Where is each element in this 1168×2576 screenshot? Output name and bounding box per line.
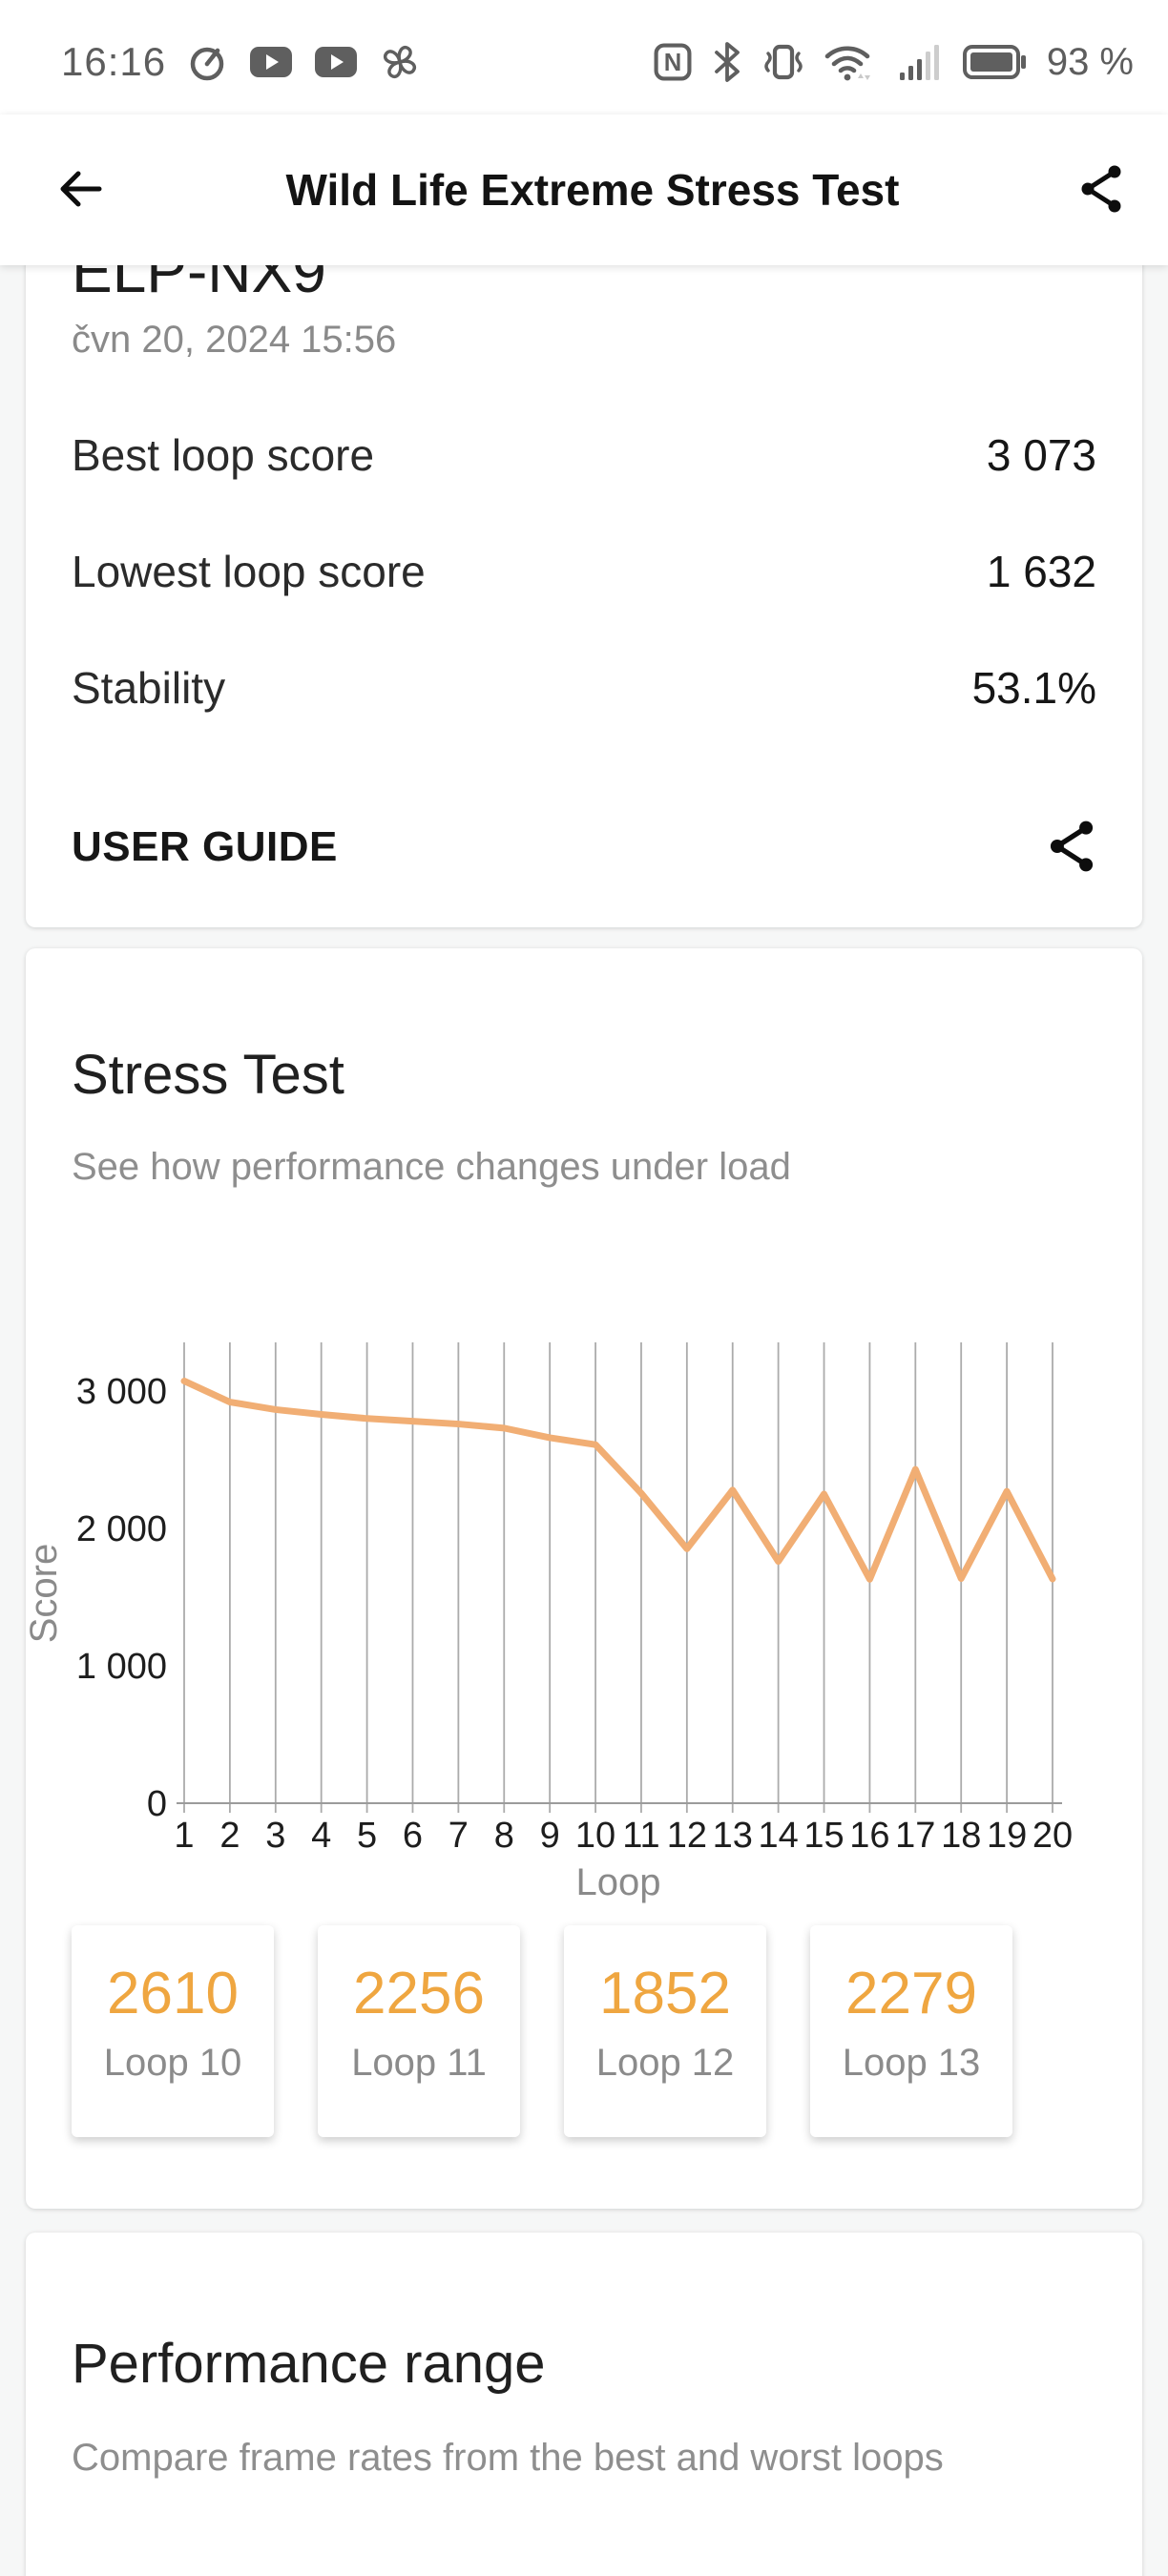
vibrate-icon (761, 39, 806, 85)
battery-percent: 93 % (1046, 40, 1134, 83)
score-row-value: 1 632 (986, 547, 1096, 596)
stress-test-subtitle: See how performance changes under load (72, 1146, 791, 1188)
svg-text:11: 11 (622, 1816, 659, 1856)
svg-text:17: 17 (895, 1816, 935, 1856)
stress-test-card: Stress Test See how performance changes … (23, 948, 1142, 2209)
device-name: ELP-NX9 (72, 265, 326, 305)
loop-stat-tile: 2610 Loop 10 (72, 1925, 274, 2137)
svg-text:8: 8 (494, 1816, 514, 1856)
svg-text:15: 15 (803, 1816, 844, 1856)
performance-range-subtitle: Compare frame rates from the best and wo… (72, 2437, 944, 2479)
page-title: Wild Life Extreme Stress Test (285, 165, 900, 215)
user-guide-button[interactable]: USER GUIDE (72, 823, 338, 870)
scroll-content[interactable]: ELP-NX9 čvn 20, 2024 15:56 Best loop sco… (0, 265, 1168, 2576)
bluetooth-icon (709, 40, 745, 84)
stress-test-chart: 1 2 3 4 5 6 7 8 9 10 11 12 13 14 15 16 17 18 19 20 0 1 000 2 0… (23, 1317, 1096, 1903)
loop-stat-value: 2610 (107, 1961, 239, 2026)
score-row-value: 53.1% (971, 663, 1096, 713)
back-button[interactable] (55, 163, 107, 218)
loop-stats-row: 2610 Loop 10 2256 Loop 11 1852 Loop 12 2… (72, 1925, 1096, 2137)
loop-stat-label: Loop 13 (842, 2042, 981, 2084)
svg-text:5: 5 (357, 1816, 377, 1856)
svg-text:12: 12 (667, 1816, 707, 1856)
svg-text:N: N (664, 50, 682, 76)
svg-text:Score: Score (23, 1544, 65, 1644)
svg-text:4: 4 (311, 1816, 331, 1856)
score-row-label: Stability (72, 663, 226, 713)
svg-text:Loop: Loop (576, 1861, 661, 1903)
svg-text:7: 7 (448, 1816, 469, 1856)
share-result-button[interactable] (1047, 820, 1096, 876)
svg-text:19: 19 (987, 1816, 1027, 1856)
stress-test-title: Stress Test (72, 1044, 344, 1106)
battery-icon (962, 43, 1028, 81)
loop-stat-label: Loop 12 (595, 2042, 735, 2084)
score-rows: Best loop score 3 073 Lowest loop score … (72, 397, 1096, 746)
svg-text:13: 13 (713, 1816, 753, 1856)
fan-notification-icon (378, 40, 422, 84)
result-date: čvn 20, 2024 15:56 (72, 319, 397, 361)
best-loop-score-row: Best loop score 3 073 (72, 397, 1096, 513)
svg-text:18: 18 (941, 1816, 981, 1856)
loop-stat-label: Loop 10 (103, 2042, 242, 2084)
youtube-notification-icon-2 (313, 43, 359, 81)
svg-text:1 000: 1 000 (76, 1647, 167, 1687)
svg-text:2: 2 (219, 1816, 240, 1856)
lowest-loop-score-row: Lowest loop score 1 632 (72, 513, 1096, 630)
score-row-label: Best loop score (72, 430, 375, 480)
share-button[interactable] (1078, 164, 1124, 217)
nfc-icon: N (652, 41, 694, 83)
svg-text:20: 20 (1032, 1816, 1073, 1856)
signal-icon (898, 40, 948, 84)
loop-stat-value: 2256 (353, 1961, 485, 2026)
share-icon (1047, 820, 1096, 876)
performance-range-title: Performance range (72, 2333, 546, 2395)
svg-text:0: 0 (147, 1784, 167, 1824)
loop-stat-label: Loop 11 (351, 2042, 487, 2084)
result-summary-card: ELP-NX9 čvn 20, 2024 15:56 Best loop sco… (26, 265, 1142, 927)
timer-notification-icon (185, 40, 229, 84)
score-row-label: Lowest loop score (72, 547, 426, 596)
loop-stat-tile: 2256 Loop 11 (318, 1925, 520, 2137)
loop-stat-value: 2279 (845, 1961, 977, 2026)
svg-text:9: 9 (540, 1816, 560, 1856)
performance-range-card: Performance range Compare frame rates fr… (26, 2233, 1142, 2576)
status-bar: 16:16 N (0, 0, 1168, 114)
svg-text:3: 3 (265, 1816, 285, 1856)
svg-text:10: 10 (575, 1816, 615, 1856)
loop-stat-tile: 1852 Loop 12 (564, 1925, 766, 2137)
loop-stat-value: 1852 (599, 1961, 731, 2026)
score-row-value: 3 073 (986, 430, 1096, 480)
svg-text:1: 1 (174, 1816, 194, 1856)
youtube-notification-icon (248, 43, 294, 81)
stability-row: Stability 53.1% (72, 630, 1096, 746)
svg-text:3 000: 3 000 (76, 1372, 167, 1412)
svg-text:14: 14 (758, 1816, 798, 1856)
svg-text:16: 16 (849, 1816, 889, 1856)
app-header: Wild Life Extreme Stress Test (0, 114, 1168, 265)
loop-stat-tile: 2279 Loop 13 (810, 1925, 1012, 2137)
svg-text:6: 6 (403, 1816, 423, 1856)
wifi-icon (822, 40, 873, 84)
back-arrow-icon (55, 163, 107, 218)
svg-text:2 000: 2 000 (76, 1509, 167, 1549)
clock: 16:16 (61, 39, 167, 84)
user-guide-row: USER GUIDE (72, 805, 1096, 889)
share-icon (1078, 164, 1124, 217)
